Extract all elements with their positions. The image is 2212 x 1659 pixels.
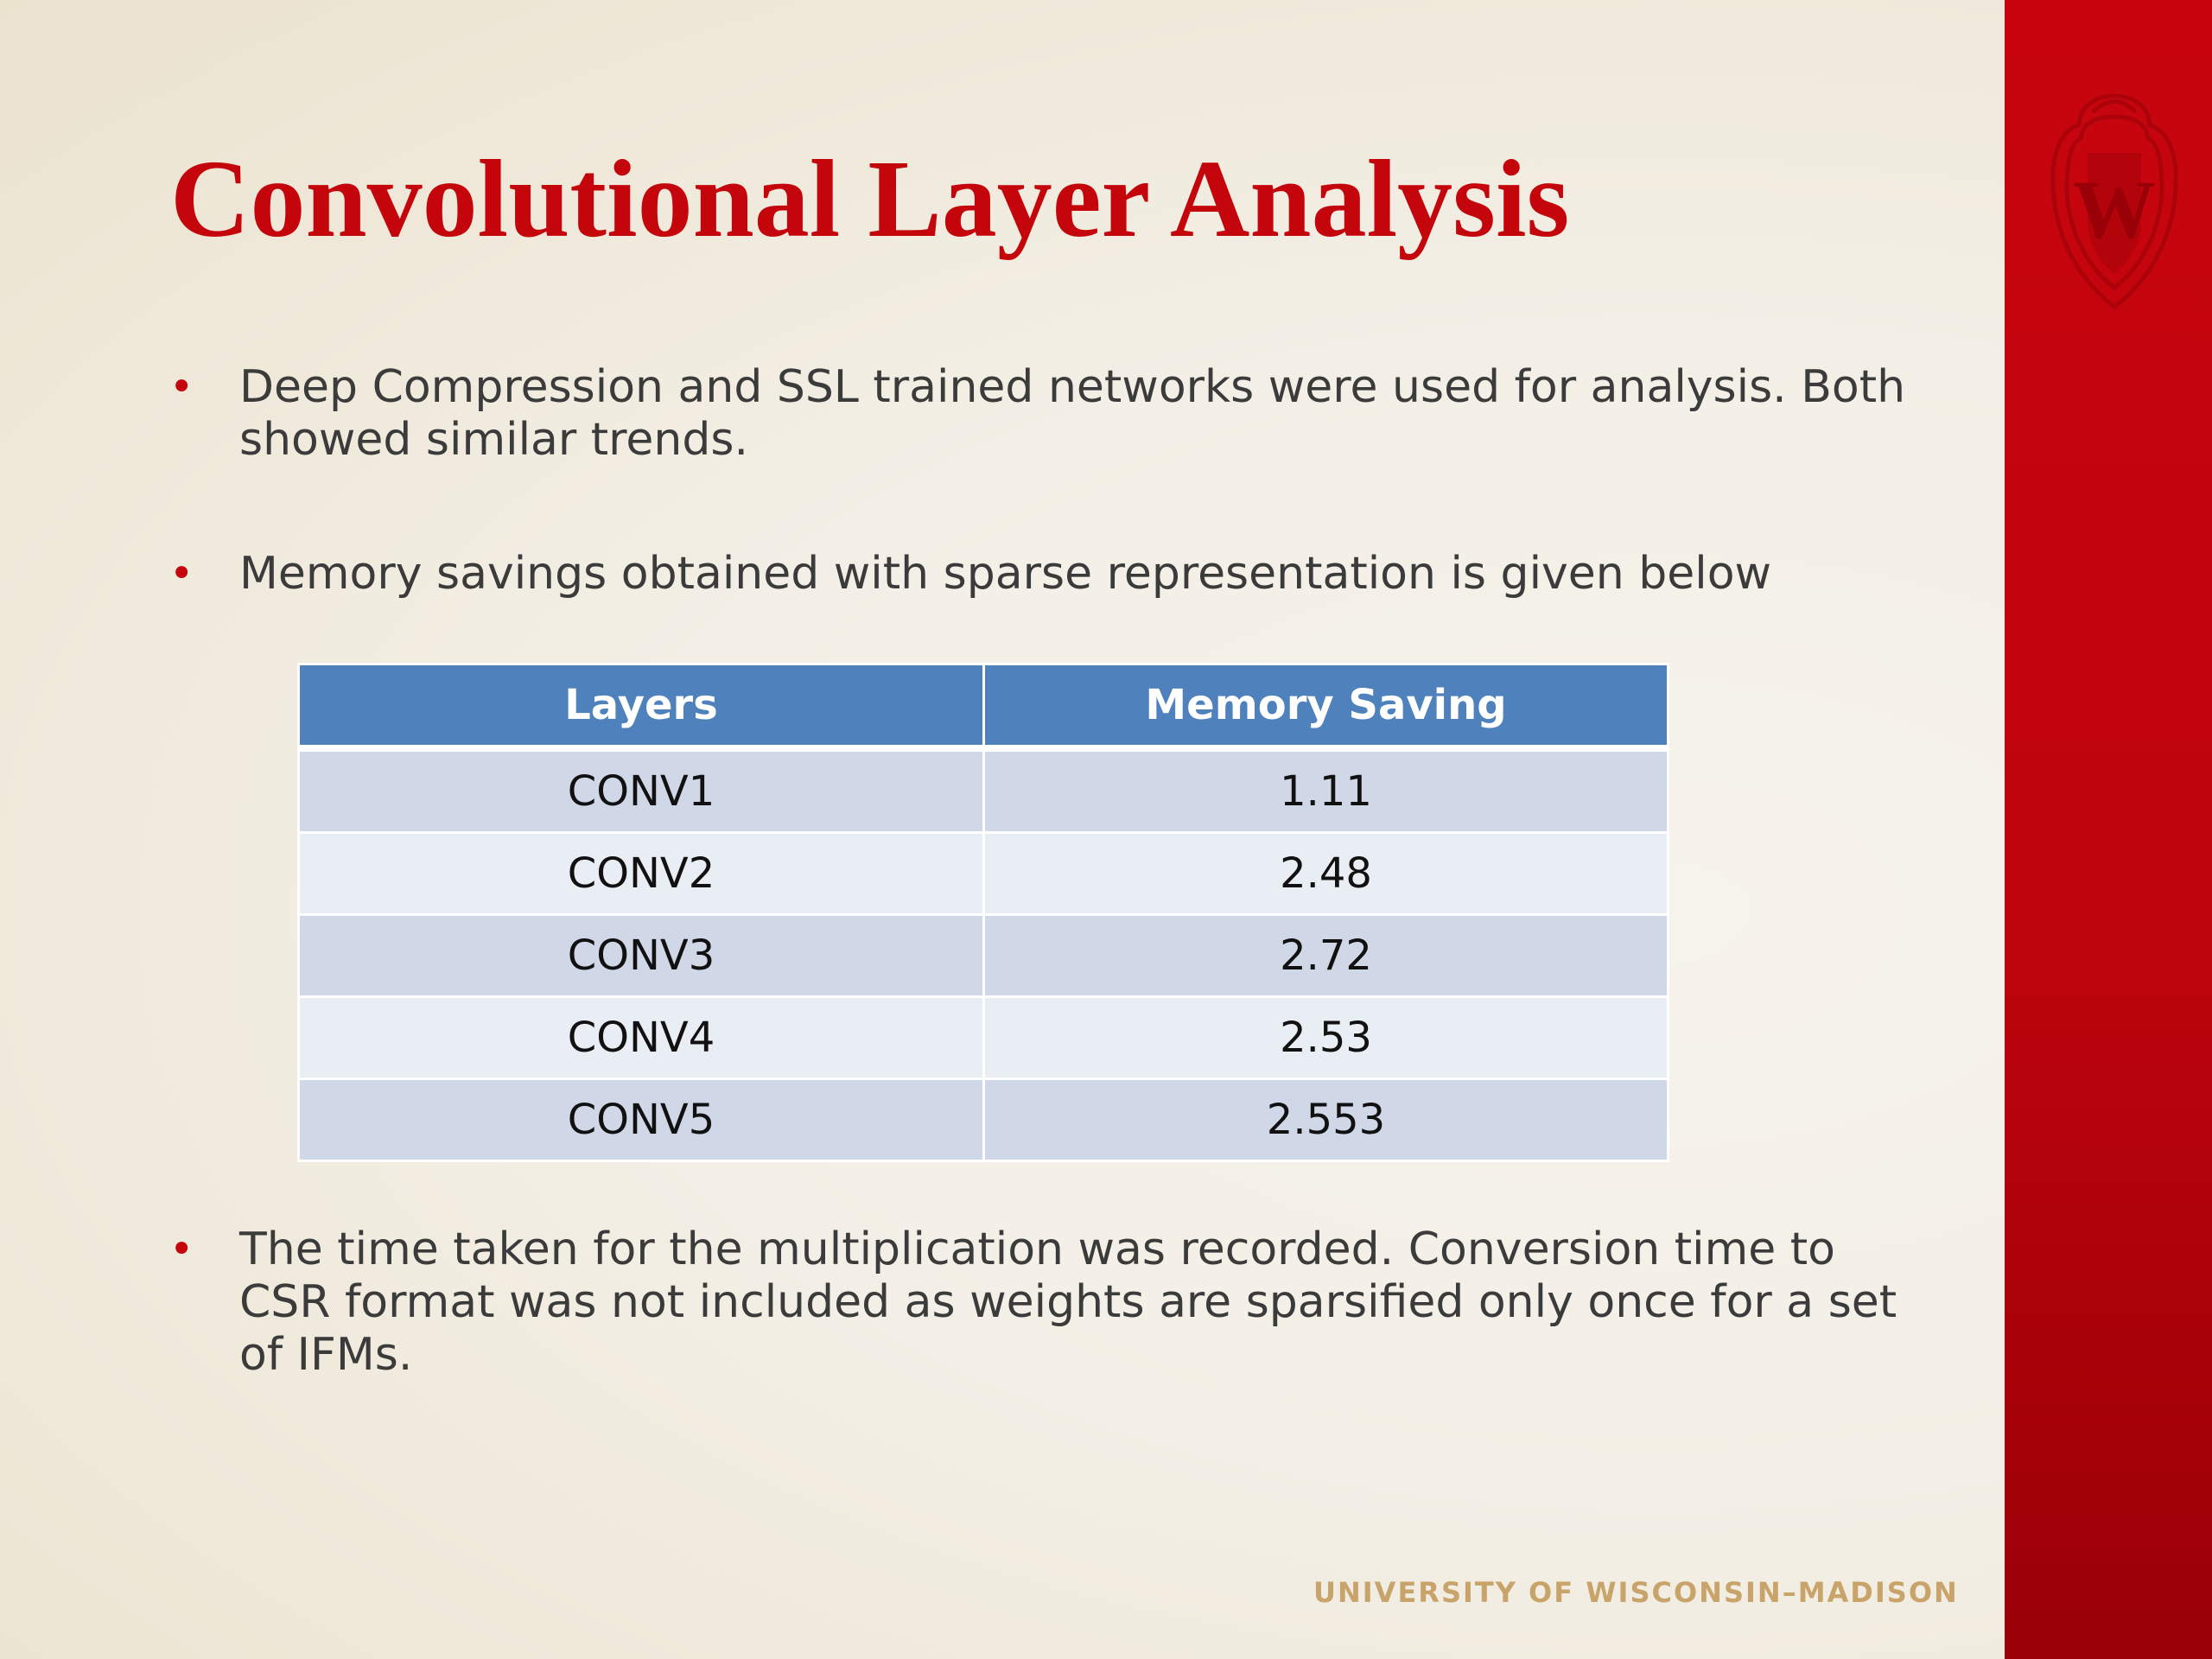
bullet-dot-icon: • (169, 363, 194, 411)
table-row: CONV1 1.11 (297, 747, 1669, 834)
cell-memory-saving: 1.11 (982, 747, 1669, 834)
cell-layer: CONV4 (297, 995, 985, 1080)
table-row: CONV4 2.53 (297, 995, 1669, 1080)
header-memory-saving: Memory Saving (982, 663, 1669, 752)
bullet-dot-icon: • (169, 550, 194, 598)
table-row: CONV2 2.48 (297, 831, 1669, 916)
slide-title: Convolutional Layer Analysis (170, 137, 1570, 260)
table-row: CONV3 2.72 (297, 913, 1669, 998)
cell-memory-saving: 2.53 (982, 995, 1669, 1080)
cell-memory-saving: 2.48 (982, 831, 1669, 916)
bullet-dot-icon: • (169, 1225, 194, 1274)
cell-layer: CONV3 (297, 913, 985, 998)
cell-memory-saving: 2.72 (982, 913, 1669, 998)
cell-layer: CONV1 (297, 747, 985, 834)
red-side-bar (2005, 0, 2212, 1659)
cell-layer: CONV2 (297, 831, 985, 916)
bullet-text: The time taken for the multiplication wa… (239, 1224, 1897, 1381)
crest-letter: W (2073, 163, 2156, 256)
bullet-item: • The time taken for the multiplication … (169, 1224, 1906, 1382)
memory-saving-table: Layers Memory Saving CONV1 1.11 CONV2 2.… (297, 663, 1669, 1162)
bullet-item: • Deep Compression and SSL trained netwo… (169, 361, 1906, 467)
uw-crest-icon: W (2050, 93, 2178, 310)
bullet-item: • Memory savings obtained with sparse re… (169, 548, 1906, 601)
table-header-row: Layers Memory Saving (297, 663, 1669, 752)
cell-memory-saving: 2.553 (982, 1077, 1669, 1162)
table-row: CONV5 2.553 (297, 1077, 1669, 1162)
bullet-text: Memory savings obtained with sparse repr… (239, 548, 1772, 600)
bullet-text: Deep Compression and SSL trained network… (239, 361, 1906, 466)
header-layers: Layers (297, 663, 985, 752)
footer-university-name: UNIVERSITY OF WISCONSIN–MADISON (1313, 1576, 1959, 1609)
cell-layer: CONV5 (297, 1077, 985, 1162)
